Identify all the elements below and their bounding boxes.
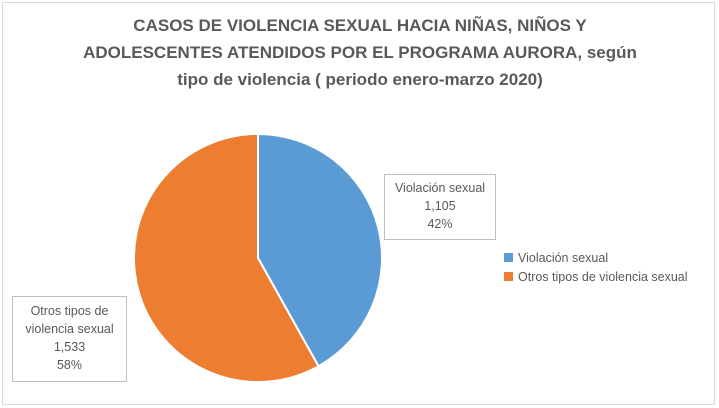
data-label-violacion-sexual-percent: 42%: [427, 217, 453, 231]
data-label-otros-tipos-name-line-2: violencia sexual: [25, 322, 114, 336]
pie-slice-violacion-sexual: [257, 132, 383, 368]
pie-slice-otros-tipos: [133, 132, 320, 383]
data-label-otros-tipos-value: 1,533: [53, 340, 86, 354]
chart-title: CASOS DE VIOLENCIA SEXUAL HACIA NIÑAS, N…: [60, 12, 660, 93]
legend-label-otros-tipos: Otros tipos de violencia sexual: [518, 269, 688, 284]
data-label-violacion-sexual-value: 1,105: [424, 199, 456, 213]
chart-title-line-3: tipo de violencia ( periodo enero-marzo …: [177, 70, 543, 89]
chart-title-line-1: CASOS DE VIOLENCIA SEXUAL HACIA NIÑAS, N…: [133, 16, 587, 35]
legend: Violación sexual Otros tipos de violenci…: [504, 248, 688, 286]
data-label-otros-tipos-percent: 58%: [56, 358, 83, 372]
data-label-otros-tipos-name-line-1: Otros tipos de: [30, 304, 109, 318]
chart-area: [2, 2, 715, 405]
legend-swatch-otros-tipos: [504, 272, 513, 281]
legend-swatch-violacion-sexual: [504, 253, 513, 262]
data-label-otros-tipos: Otros tipos de violencia sexual 1,533 58…: [12, 296, 127, 382]
legend-item-otros-tipos: Otros tipos de violencia sexual: [504, 267, 688, 286]
data-label-violacion-sexual-name: Violación sexual: [394, 181, 486, 195]
legend-item-violacion-sexual: Violación sexual: [504, 248, 688, 267]
legend-label-violacion-sexual: Violación sexual: [518, 250, 609, 265]
chart-title-line-2: ADOLESCENTES ATENDIDOS POR EL PROGRAMA A…: [83, 43, 637, 62]
data-label-violacion-sexual: Violación sexual 1,105 42%: [384, 174, 496, 240]
